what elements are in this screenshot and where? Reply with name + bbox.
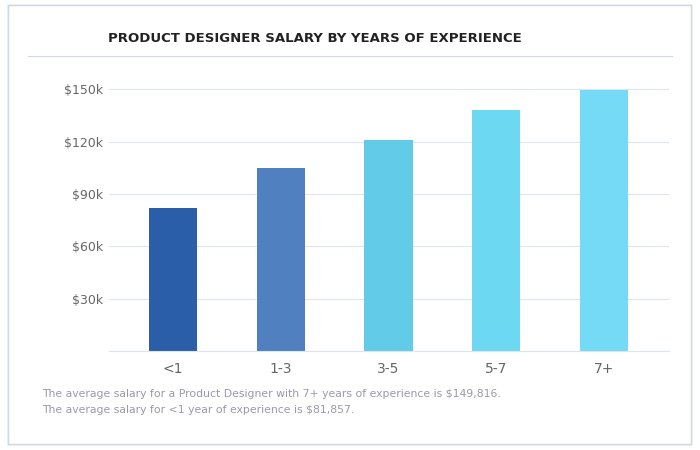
- Text: The average salary for a Product Designer with 7+ years of experience is $149,81: The average salary for a Product Designe…: [42, 389, 500, 415]
- Text: PRODUCT DESIGNER SALARY BY YEARS OF EXPERIENCE: PRODUCT DESIGNER SALARY BY YEARS OF EXPE…: [108, 32, 522, 45]
- Bar: [580, 90, 628, 351]
- Bar: [257, 168, 305, 351]
- Bar: [149, 208, 197, 351]
- Bar: [472, 110, 520, 351]
- Bar: [364, 140, 413, 351]
